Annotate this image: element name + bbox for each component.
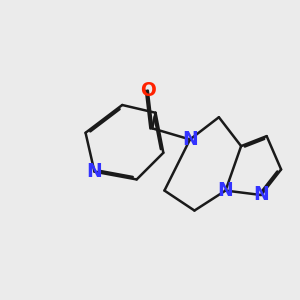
Text: N: N bbox=[218, 181, 233, 200]
Text: N: N bbox=[253, 185, 269, 205]
Text: N: N bbox=[182, 130, 198, 149]
Text: N: N bbox=[87, 162, 102, 181]
Text: O: O bbox=[140, 81, 156, 100]
